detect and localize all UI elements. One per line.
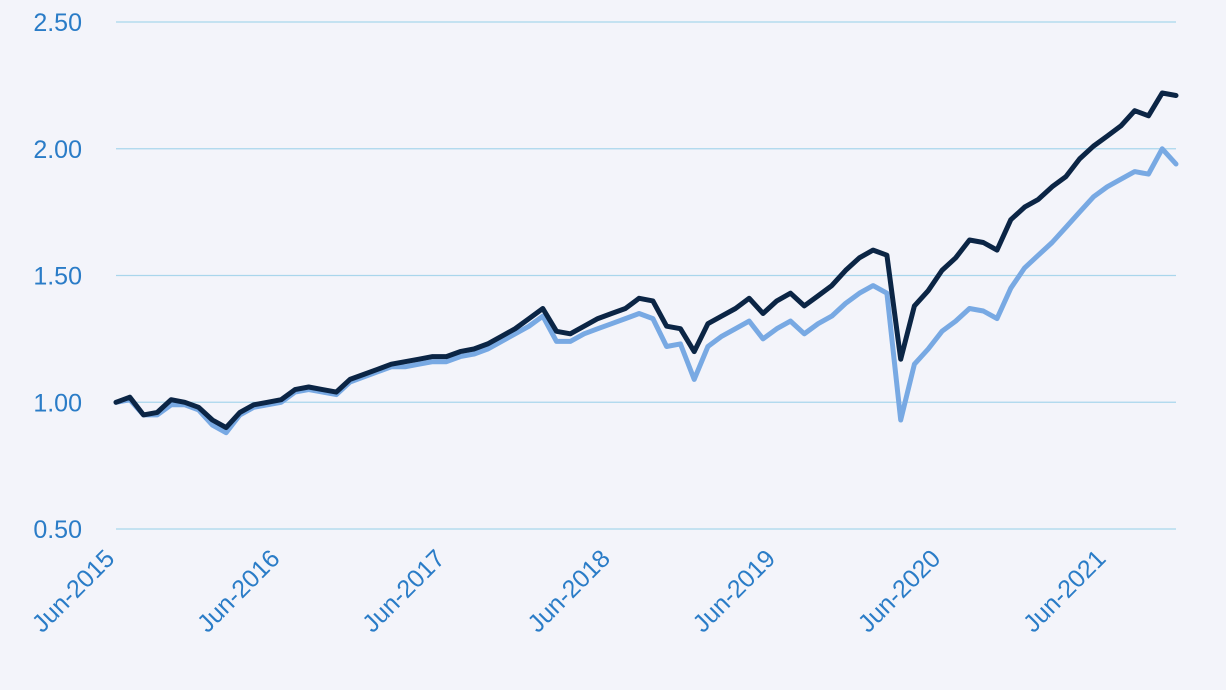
- y-tick-label: 0.50: [33, 516, 82, 544]
- x-tick-label: Jun-2018: [522, 544, 616, 638]
- x-tick-label: Jun-2015: [27, 544, 121, 638]
- x-tick-label: Jun-2017: [357, 544, 451, 638]
- series-line-1: [113, 90, 1179, 431]
- x-tick-label: Jun-2021: [1018, 544, 1112, 638]
- gridlines: [116, 21, 1176, 530]
- y-tick-label: 2.50: [33, 9, 82, 37]
- x-tick-label: Jun-2019: [688, 544, 782, 638]
- x-tick-label: Jun-2020: [853, 544, 947, 638]
- y-tick-label: 1.50: [33, 263, 82, 291]
- x-tick-label: Jun-2016: [192, 544, 286, 638]
- y-tick-label: 1.00: [33, 389, 82, 417]
- series-line-2: [113, 146, 1179, 436]
- y-tick-label: 2.00: [33, 136, 82, 164]
- y-axis-ticks: 0.50 1.00 1.50 2.00 2.50: [33, 9, 82, 544]
- series-lines: [113, 90, 1179, 436]
- x-axis-ticks: Jun-2015 Jun-2016 Jun-2017 Jun-2018 Jun-2019…: [27, 544, 1112, 638]
